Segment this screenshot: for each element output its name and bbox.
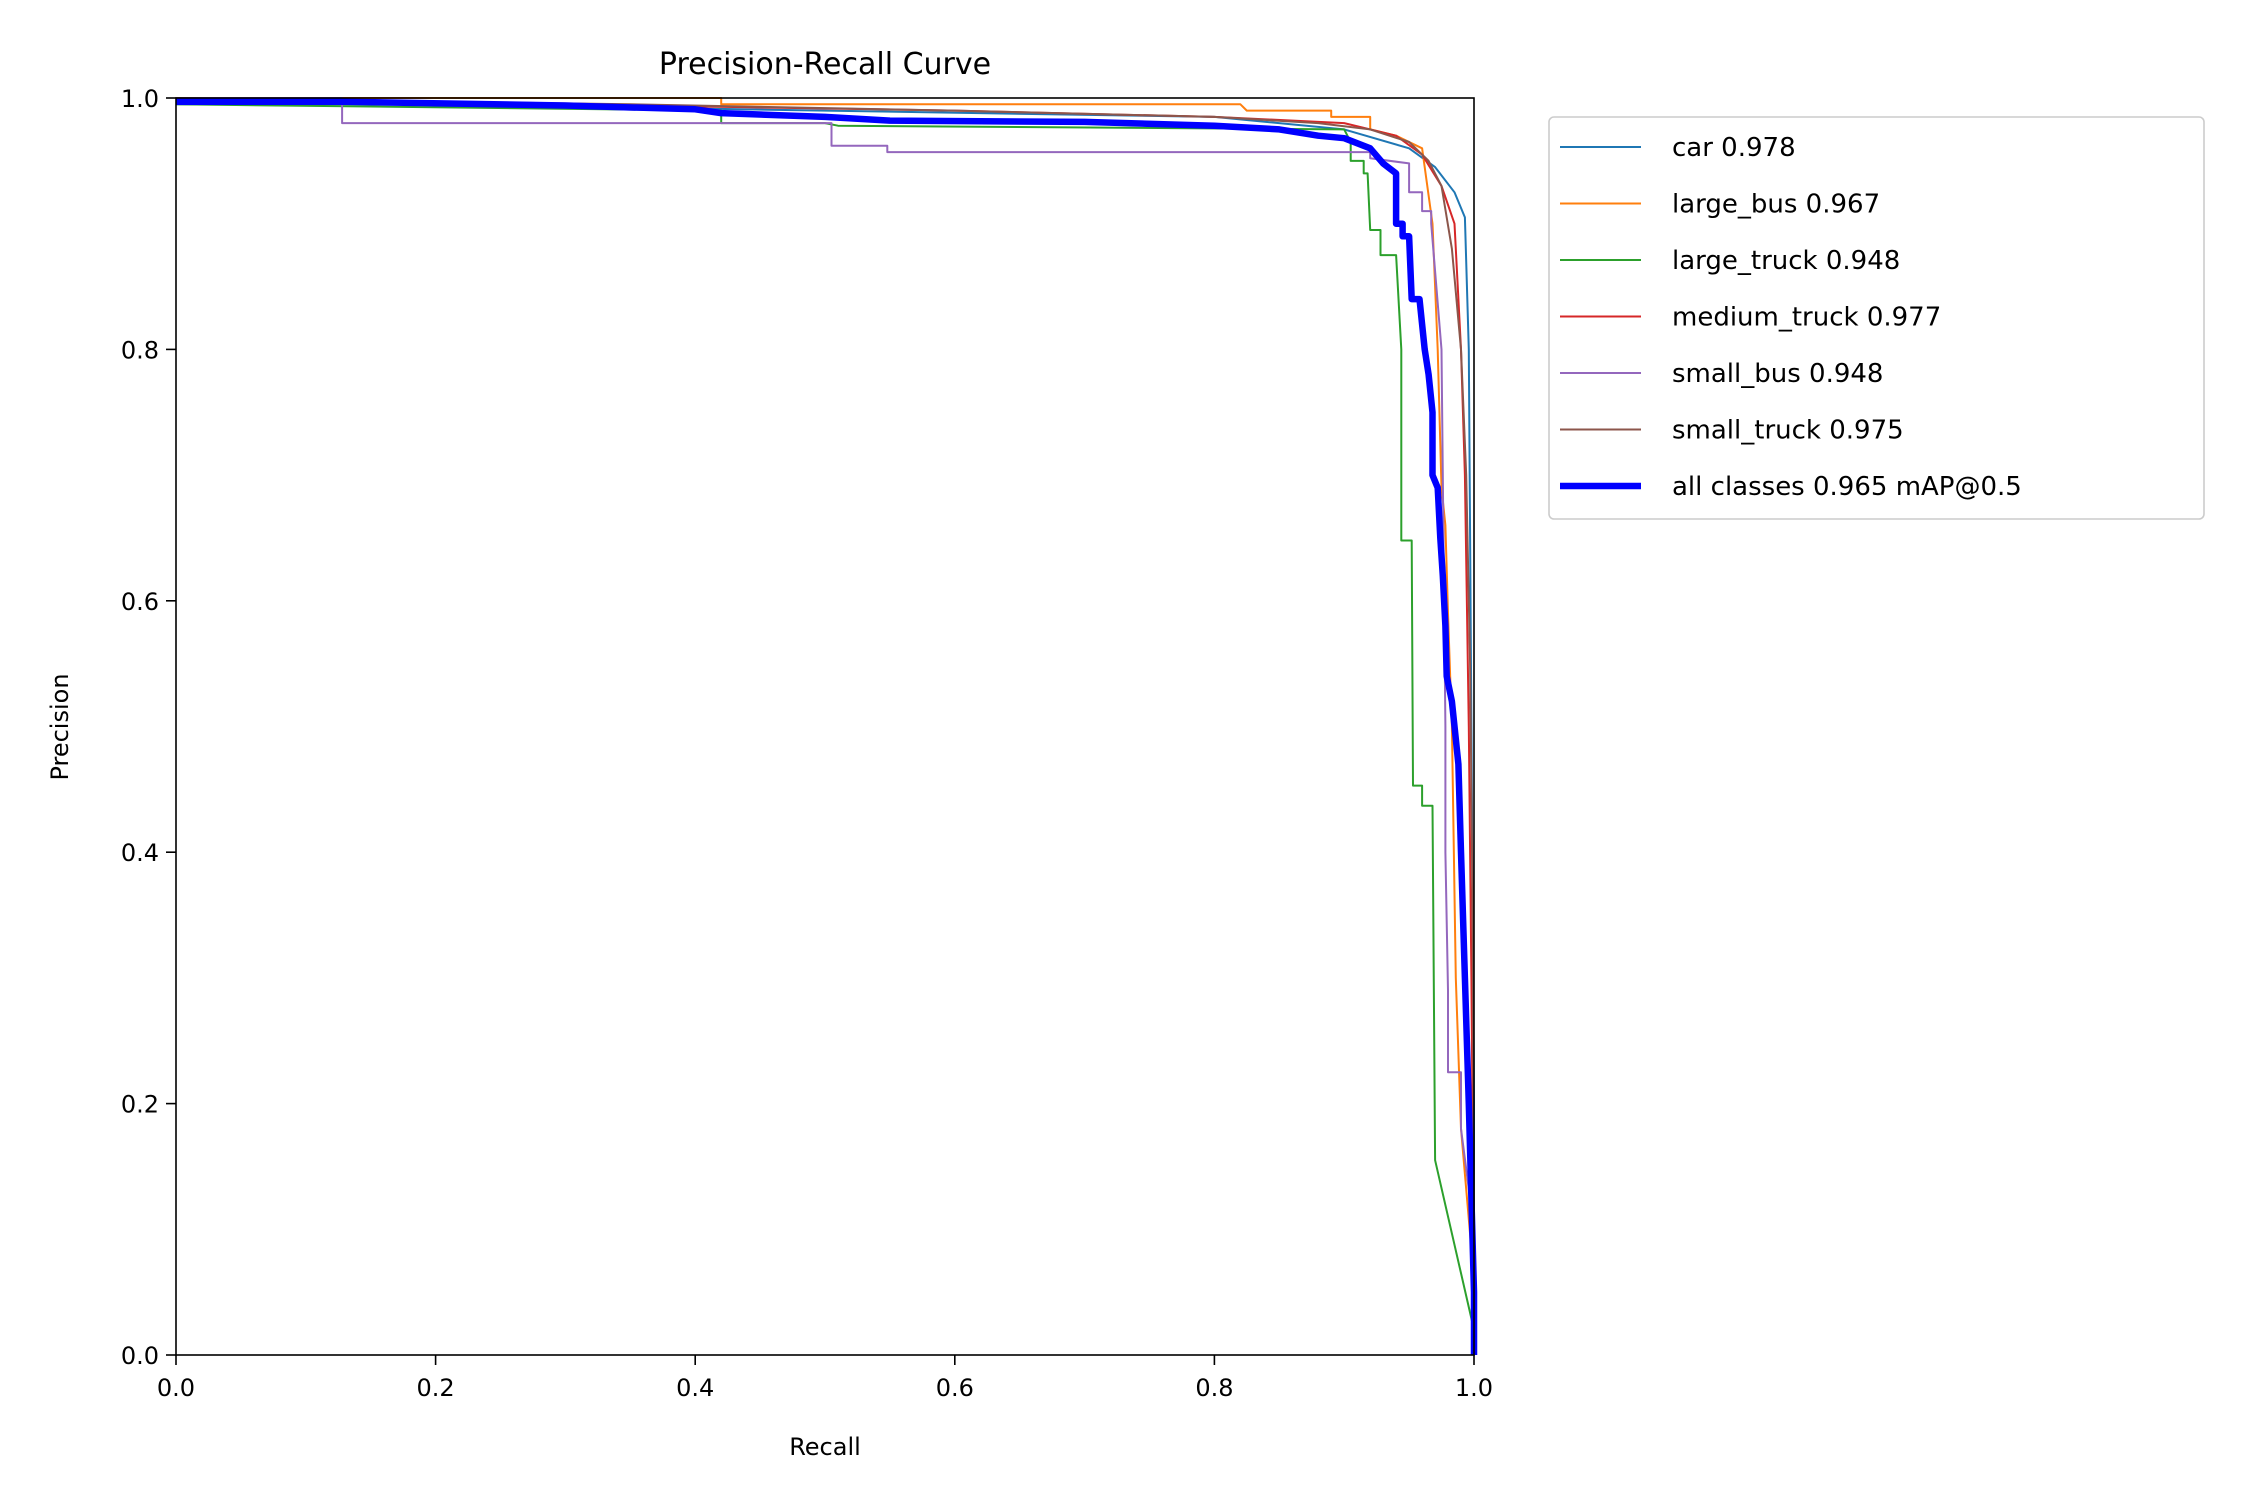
- y-tick-label: 0.6: [121, 588, 159, 616]
- x-axis: 0.0 0.2 0.4 0.6 0.8 1.0: [157, 1355, 1493, 1402]
- series-line-6: [176, 98, 1478, 1355]
- x-tick-label: 0.2: [417, 1374, 455, 1402]
- legend-label: car 0.978: [1672, 133, 1796, 163]
- y-axis: 0.0 0.2 0.4 0.6 0.8 1.0: [121, 85, 176, 1370]
- x-axis-label: Recall: [789, 1433, 861, 1461]
- legend: car 0.978 large_bus 0.967 large_truck 0.94…: [1548, 116, 2205, 520]
- series-line-2: [175, 103, 1475, 1355]
- legend-label: medium_truck 0.977: [1672, 303, 1941, 333]
- legend-label: large_truck 0.948: [1672, 246, 1900, 276]
- x-tick-label: 0.4: [676, 1374, 714, 1402]
- chart-title: Precision-Recall Curve: [659, 47, 991, 82]
- legend-box: [1548, 116, 2205, 520]
- y-tick-label: 1.0: [121, 85, 159, 113]
- x-tick-label: 0.8: [1195, 1374, 1233, 1402]
- series-line-4: [176, 97, 1475, 1355]
- series-line-5: [175, 97, 1475, 1355]
- legend-entries: car 0.978 large_bus 0.967 large_truck 0.94…: [1560, 133, 2022, 502]
- y-tick-label: 0.4: [121, 839, 159, 867]
- y-tick-label: 0.2: [121, 1091, 159, 1119]
- legend-label: small_bus 0.948: [1672, 359, 1883, 389]
- y-tick-label: 0.8: [121, 336, 159, 364]
- legend-label: large_bus 0.967: [1672, 190, 1880, 220]
- plot-frame: [175, 97, 1475, 1356]
- legend-label: small_truck 0.975: [1672, 416, 1904, 446]
- y-axis-label: Precision: [46, 673, 74, 780]
- series-layer: [175, 97, 1478, 1355]
- y-tick-label: 0.0: [121, 1342, 159, 1370]
- series-line-1: [176, 97, 1475, 1355]
- legend-label: all classes 0.965 mAP@0.5: [1672, 472, 2022, 502]
- x-tick-label: 0.6: [936, 1374, 974, 1402]
- x-tick-label: 0.0: [157, 1374, 195, 1402]
- x-tick-label: 1.0: [1455, 1374, 1493, 1402]
